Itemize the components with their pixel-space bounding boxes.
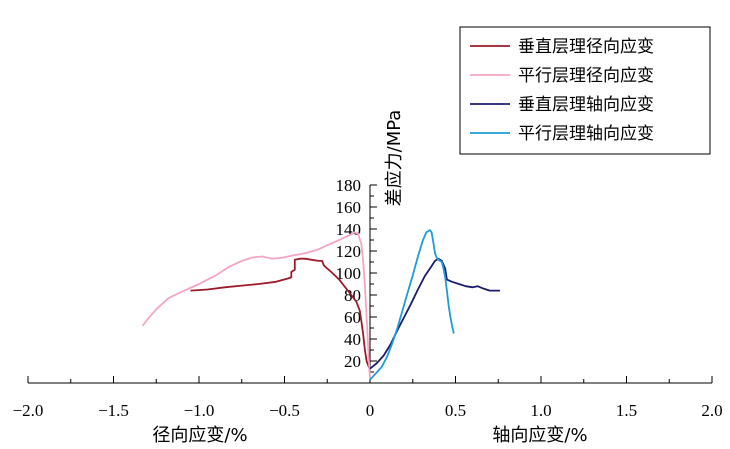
y-tick-label: 20 xyxy=(344,352,361,371)
y-tick-label: 60 xyxy=(344,308,361,327)
y-tick-label: 100 xyxy=(336,264,362,283)
x-tick-label: 0 xyxy=(366,401,375,420)
series-layer xyxy=(141,229,500,381)
x-tick-label: 1.0 xyxy=(530,401,551,420)
legend-label-4: 平行层理轴向应变 xyxy=(518,124,654,144)
legend-label-3: 垂直层理轴向应变 xyxy=(518,95,654,115)
y-tick-label: 160 xyxy=(336,198,362,217)
x-tick-label: 2.0 xyxy=(701,401,722,420)
x-tick-label: −1.0 xyxy=(184,401,215,420)
x-tick-label: −0.5 xyxy=(269,401,300,420)
y-axis-title: 差应力/MPa xyxy=(384,110,405,207)
legend-label-1: 垂直层理径向应变 xyxy=(518,37,654,57)
y-tick-label: 180 xyxy=(336,176,362,195)
series-line-1 xyxy=(190,257,371,371)
x-tick-label: 0.5 xyxy=(445,401,466,420)
y-tick-label: 140 xyxy=(336,220,362,239)
y-tick-label: 120 xyxy=(336,242,362,261)
y-tick-label: 40 xyxy=(344,330,361,349)
x-axis-title-radial: 径向应变/% xyxy=(152,425,247,446)
series-line-2 xyxy=(141,231,371,380)
legend-label-2: 平行层理径向应变 xyxy=(518,66,654,86)
series-line-4 xyxy=(369,229,455,381)
x-axis-title-axial: 轴向应变/% xyxy=(492,425,587,446)
x-ticks: −2.0 −1.5 −1.0 −0.5 0 0.5 1.0 1.5 2.0 xyxy=(13,376,723,420)
x-tick-label: −1.5 xyxy=(98,401,129,420)
x-tick-label: 1.5 xyxy=(616,401,637,420)
x-tick-label: −2.0 xyxy=(13,401,44,420)
